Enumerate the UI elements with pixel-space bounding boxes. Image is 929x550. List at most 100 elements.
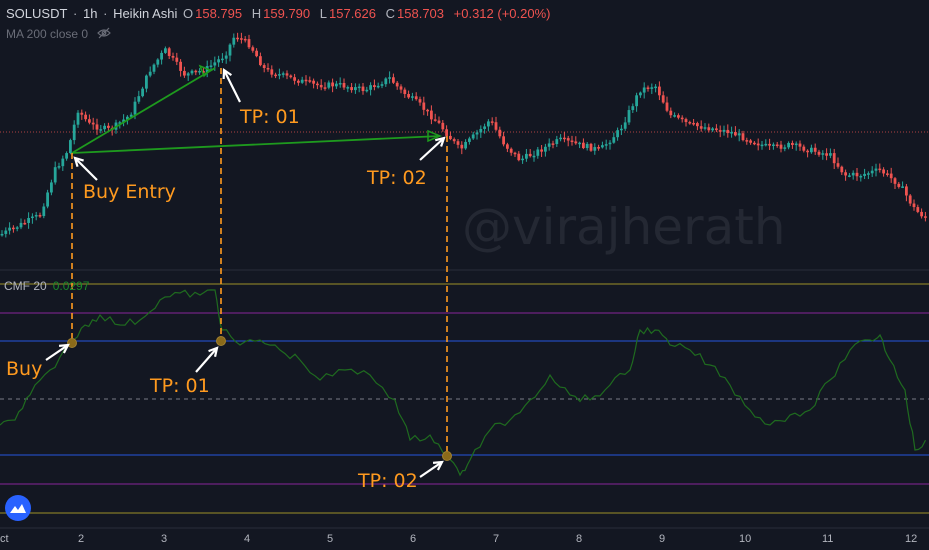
candle-body [589,143,593,151]
candle-body [703,127,707,129]
candle-body [323,87,327,89]
candle-body [259,56,262,66]
candle-body [445,129,448,136]
candle-body [836,163,840,167]
candle-body [544,146,547,152]
x-tick: 11 [822,533,834,545]
candle-body [160,52,163,60]
candle-body [639,92,642,96]
candle-body [551,143,555,145]
candle-body [441,122,445,130]
candle-body [103,125,106,130]
candle-body [430,110,433,120]
candle-body [308,80,312,82]
ma-indicator-legend[interactable]: MA 200 close 0 [6,27,112,41]
candle-body [756,143,760,146]
candle-body [897,183,901,187]
candle-body [384,78,388,85]
candle-body [878,168,882,171]
candle-body [228,44,232,56]
candle-body [262,65,266,69]
candle-body [460,144,464,149]
candle-body [829,153,832,156]
candle-body [905,186,908,196]
eye-hidden-icon[interactable] [97,27,112,39]
candle-body [563,137,566,140]
x-tick: 6 [410,533,417,545]
candle-body [806,150,809,153]
candle-body [50,182,53,193]
x-tick: 8 [576,533,583,545]
candle-body [696,123,699,127]
candle-body [399,86,403,90]
candle-body [741,133,745,141]
candle-body [521,158,524,161]
candle-body [851,172,855,176]
cmf-indicator-legend[interactable]: CMF 20 0.0297 [4,279,89,293]
candle-body [870,170,874,174]
candle-body [616,130,619,138]
candle-body [15,227,19,229]
candle-body [502,136,505,145]
candle-body [886,173,889,175]
candle-body [574,141,578,144]
candle-body [80,112,84,115]
candle-body [498,129,502,137]
candle-body [357,86,361,89]
x-tick: 2 [78,533,85,545]
candle-body [517,153,521,161]
x-tick: 3 [161,533,168,545]
high-value: 159.790 [263,6,311,21]
annotation-buy-cmf: Buy [6,358,43,380]
candle-body [525,153,528,159]
candle-body [673,115,676,117]
chart-style-label[interactable]: Heikin Ashi [113,6,178,21]
candle-body [631,106,635,111]
candle-body [346,87,350,89]
candle-body [31,216,34,219]
candle-body [810,147,813,153]
candle-body [658,86,661,96]
candle-body [8,227,11,231]
candle-body [798,143,802,147]
candle-body [289,75,293,78]
candle-body [12,227,15,230]
candle-body [224,55,228,59]
candle-body [240,38,243,40]
candle-body [365,89,369,92]
candle-body [255,50,258,57]
candle-body [236,37,239,40]
interval-label[interactable]: 1h [83,6,98,21]
candle-body [506,144,509,149]
candle-body [126,116,129,120]
candle-body [395,82,399,87]
candle-body [42,206,46,217]
high-label: H [251,6,262,21]
candle-body [547,143,551,147]
cmf-indicator-label[interactable]: CMF 20 [4,279,47,293]
close-value: 158.703 [397,6,445,21]
candle-body [57,166,61,168]
candle-body [72,124,76,141]
candle-body [452,139,456,142]
candle-body [186,73,190,76]
candle-body [338,82,342,85]
ma-indicator-label[interactable]: MA 200 close 0 [6,27,89,41]
candle-body [654,86,657,89]
symbol-name[interactable]: SOLUSDT [6,6,68,21]
candle-body [23,222,27,225]
candle-body [916,207,920,212]
annotation-arrow [45,344,69,361]
candle-body [145,75,148,89]
candle-body [53,167,57,183]
candle-body [726,129,730,134]
candle-body [722,129,726,132]
candle-body [901,186,904,188]
candle-body [566,138,570,141]
candle-body [555,139,559,145]
candle-body [175,57,179,62]
tradingview-logo[interactable] [5,495,31,521]
candle-body [361,86,365,92]
